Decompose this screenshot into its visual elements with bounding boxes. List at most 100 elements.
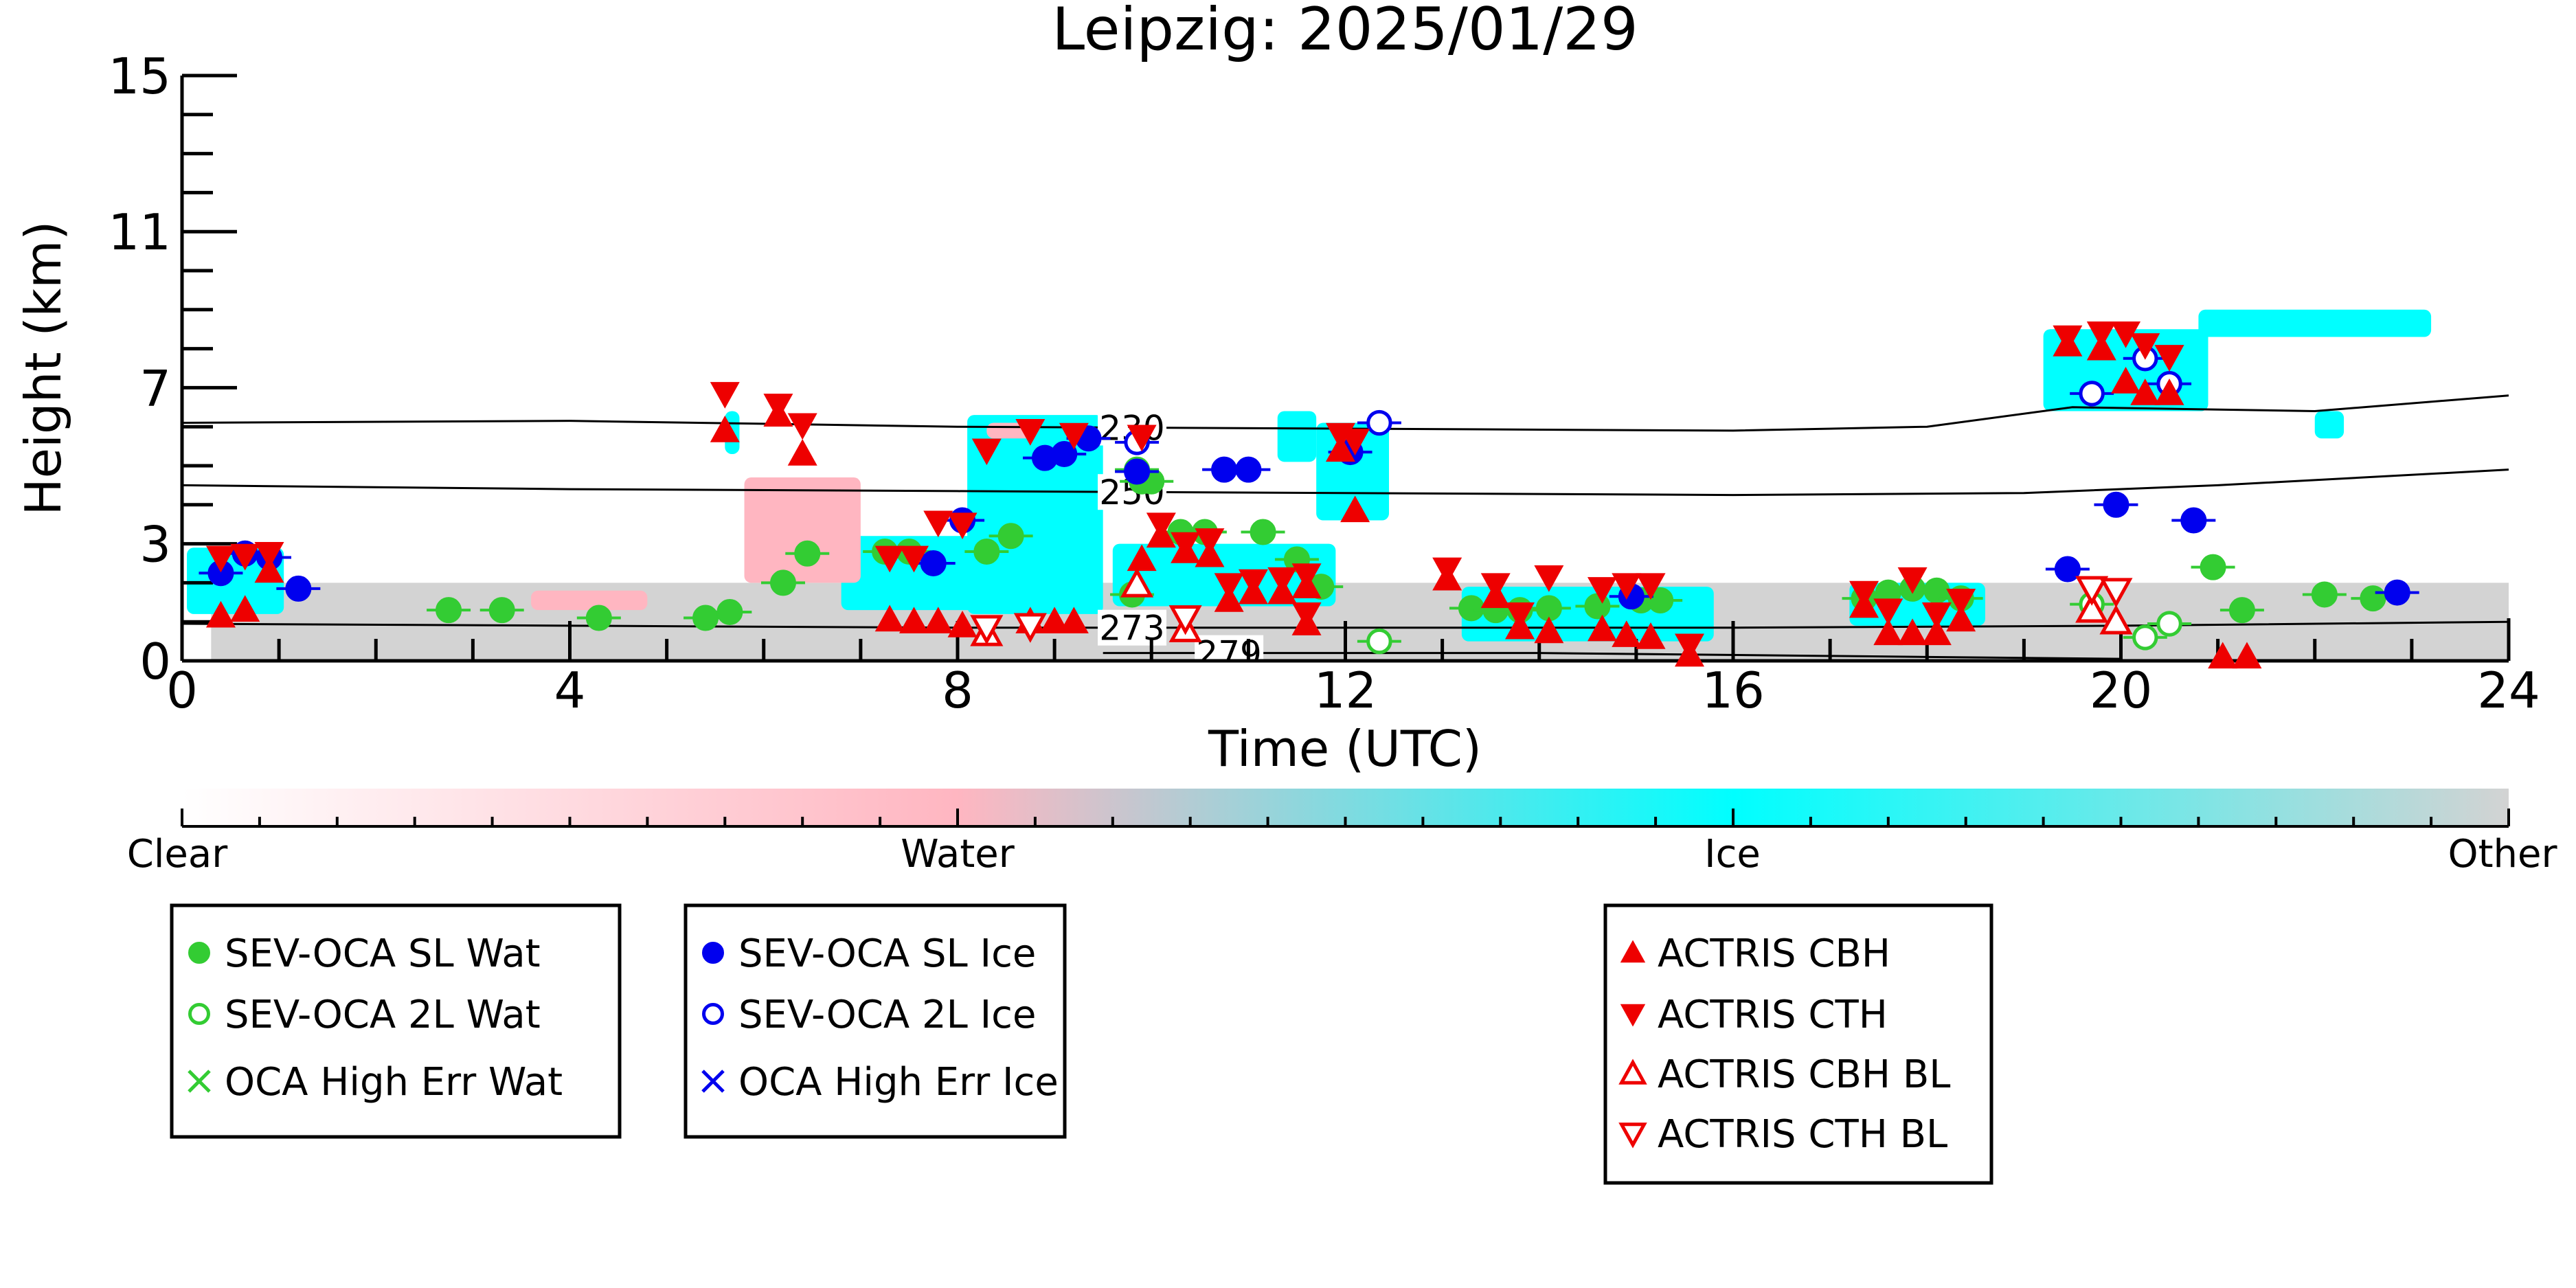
marker-actris-cth bbox=[1674, 633, 1704, 661]
marker-sev-oca-sl-wat bbox=[769, 569, 796, 596]
x-tick-label: 24 bbox=[2477, 662, 2540, 719]
cloud-region-ice bbox=[1277, 411, 1317, 462]
marker-actris-cth bbox=[1171, 532, 1201, 559]
marker-actris-cbh-bl bbox=[2075, 593, 2109, 623]
cloud-region-ice bbox=[2198, 309, 2432, 337]
marker-sev-oca-sl-wat bbox=[1584, 593, 1611, 620]
marker-sev-oca-sl-wat bbox=[1458, 595, 1484, 622]
x-tick-label: 12 bbox=[1314, 662, 1377, 719]
marker-actris-cbh bbox=[1039, 607, 1070, 634]
marker-actris-cth bbox=[923, 510, 953, 538]
y-tick-label: 3 bbox=[139, 516, 171, 574]
marker-actris-cth bbox=[947, 512, 978, 540]
marker-sev-oca-sl-wat bbox=[2311, 581, 2338, 608]
marker-sev-oca-sl-wat bbox=[997, 523, 1024, 550]
x-axis-label: Time (UTC) bbox=[1208, 720, 1482, 778]
legend-label-actris-cbh: ACTRIS CBH bbox=[1658, 931, 1890, 976]
y-tick-label: 0 bbox=[139, 633, 171, 690]
marker-sev-oca-sl-ice bbox=[2180, 507, 2207, 534]
marker-actris-cth bbox=[1291, 602, 1322, 629]
marker-actris-cbh bbox=[947, 611, 978, 637]
legend-marker-oca-high-err-ice bbox=[701, 1070, 725, 1093]
legend-box-water bbox=[170, 903, 622, 1139]
colorbar-label-ice: Ice bbox=[1704, 832, 1761, 877]
marker-actris-cbh bbox=[2111, 367, 2141, 394]
colorbar-label-water: Water bbox=[901, 832, 1015, 877]
marker-actris-cth bbox=[1340, 429, 1370, 455]
legend-label-sev-oca-sl-ice: SEV-OCA SL Ice bbox=[738, 931, 1036, 976]
y-axis-label: Height (km) bbox=[14, 221, 72, 516]
marker-actris-cbh-bl bbox=[2099, 605, 2133, 635]
marker-actris-cbh bbox=[1059, 607, 1089, 634]
marker-sev-oca-sl-ice bbox=[1235, 456, 1262, 483]
marker-actris-cth-bl bbox=[970, 615, 1004, 645]
legend-markers bbox=[188, 940, 1647, 1149]
legends: SEV-OCA SL Wat SEV-OCA 2L Wat OCA High E… bbox=[170, 903, 1993, 1185]
marker-sev-oca-sl-ice bbox=[2054, 556, 2081, 583]
marker-actris-cth bbox=[1146, 512, 1176, 540]
marker-actris-cth-bl bbox=[1013, 613, 1047, 643]
legend-marker-sev-oca-sl-ice bbox=[702, 942, 724, 964]
marker-actris-cbh bbox=[1921, 618, 1952, 646]
marker-sev-oca-2l-ice bbox=[2079, 381, 2105, 407]
y-tick-label: 11 bbox=[108, 203, 171, 261]
legend-label-actris-cth-bl: ACTRIS CTH BL bbox=[1658, 1112, 1947, 1157]
marker-actris-cbh bbox=[1587, 614, 1617, 642]
marker-actris-cbh bbox=[923, 607, 953, 634]
marker-sev-oca-sl-ice bbox=[285, 575, 312, 602]
data-markers bbox=[199, 321, 2419, 669]
marker-actris-cbh bbox=[710, 416, 740, 442]
marker-actris-cbh bbox=[1897, 618, 1928, 646]
marker-actris-cbh bbox=[1946, 605, 1976, 632]
legend-box-ice bbox=[683, 903, 1067, 1139]
marker-actris-cbh bbox=[1636, 622, 1666, 649]
marker-actris-cbh bbox=[2232, 642, 2262, 669]
marker-actris-cth bbox=[1267, 567, 1298, 594]
legend-marker-sev-oca-sl-wat bbox=[188, 942, 210, 964]
legend-marker-actris-cbh bbox=[1620, 940, 1646, 963]
legend-label-actris-cbh-bl: ACTRIS CBH BL bbox=[1658, 1052, 1950, 1097]
marker-sev-oca-2l-wat bbox=[1366, 628, 1392, 655]
x-tick-label: 0 bbox=[166, 662, 198, 719]
marker-actris-cth bbox=[763, 394, 793, 420]
marker-actris-cth bbox=[1291, 563, 1322, 590]
marker-actris-cbh bbox=[254, 556, 284, 583]
marker-sev-oca-sl-wat bbox=[2228, 597, 2255, 624]
curtain-background bbox=[187, 309, 2509, 661]
marker-actris-cth bbox=[2053, 325, 2083, 352]
cloud-region-water bbox=[531, 590, 648, 611]
legend-marker-actris-cth-bl bbox=[1618, 1122, 1647, 1149]
marker-actris-cth bbox=[1432, 557, 1462, 585]
colorbar-label-clear: Clear bbox=[127, 832, 228, 877]
marker-actris-cth bbox=[230, 543, 260, 571]
marker-actris-cbh bbox=[874, 605, 905, 632]
marker-actris-cth bbox=[254, 541, 284, 569]
legend-label-sev-oca-2l-wat: SEV-OCA 2L Wat bbox=[225, 993, 541, 1037]
marker-sev-oca-sl-wat bbox=[692, 605, 719, 631]
colorbar-ticks bbox=[181, 809, 2510, 828]
marker-sev-oca-sl-wat bbox=[1250, 519, 1276, 545]
x-tick-label: 4 bbox=[554, 662, 586, 719]
marker-sev-oca-sl-wat bbox=[2200, 554, 2226, 580]
marker-actris-cth bbox=[1921, 602, 1952, 629]
marker-actris-cth bbox=[2130, 333, 2160, 360]
marker-actris-cbh bbox=[1340, 495, 1370, 523]
marker-sev-oca-sl-wat bbox=[1647, 587, 1674, 613]
marker-actris-cth-bl bbox=[1168, 605, 1202, 635]
marker-actris-cth bbox=[1238, 569, 1268, 596]
x-tick-label: 20 bbox=[2090, 662, 2153, 719]
marker-actris-cth bbox=[1873, 598, 1903, 626]
legend-label-sev-oca-sl-wat: SEV-OCA SL Wat bbox=[225, 931, 541, 976]
marker-actris-cth bbox=[971, 438, 1002, 466]
marker-actris-cth bbox=[1946, 589, 1976, 615]
marker-sev-oca-sl-wat bbox=[585, 605, 612, 631]
marker-sev-oca-2l-ice bbox=[1366, 409, 1392, 436]
marker-actris-cth bbox=[787, 413, 817, 440]
marker-actris-cth bbox=[205, 545, 236, 573]
marker-actris-cbh bbox=[1873, 618, 1903, 646]
marker-sev-oca-sl-wat bbox=[488, 597, 515, 624]
marker-actris-cbh bbox=[1612, 620, 1642, 647]
y-tick-label: 15 bbox=[108, 47, 171, 105]
marker-actris-cbh bbox=[2208, 642, 2238, 669]
